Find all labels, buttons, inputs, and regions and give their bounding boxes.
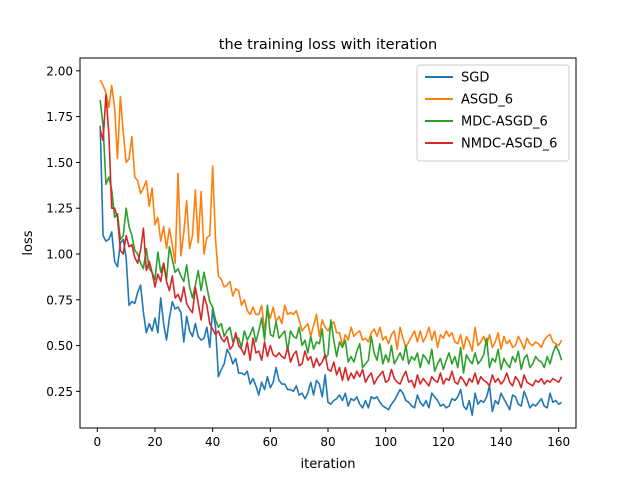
x-tick-label: 0 [93, 435, 101, 449]
x-axis: 0 20 40 60 80 100 120 140 160 [93, 428, 570, 449]
x-tick-label: 40 [205, 435, 220, 449]
y-axis: 0.25 0.50 0.75 1.00 1.25 1.50 1.75 2.00 [46, 64, 80, 399]
series-line-3 [99, 93, 563, 389]
x-tick-label: 100 [374, 435, 397, 449]
y-tick-label: 0.25 [46, 385, 73, 399]
legend-label-0: SGD [461, 71, 489, 86]
y-tick-label: 0.50 [46, 339, 73, 353]
x-tick-label: 120 [432, 435, 455, 449]
y-tick-label: 2.00 [46, 64, 73, 78]
legend: SGD ASGD_6 MDC-ASGD_6 NMDC-ASGD_6 [416, 64, 570, 162]
x-tick-label: 80 [320, 435, 335, 449]
y-tick-label: 1.25 [46, 202, 73, 216]
series-line-2 [99, 100, 563, 374]
chart-title: the training loss with iteration [219, 37, 437, 53]
x-tick-label: 60 [263, 435, 278, 449]
x-tick-label: 140 [490, 435, 513, 449]
legend-box [416, 64, 570, 162]
legend-label-1: ASGD_6 [461, 93, 513, 108]
x-tick-label: 160 [547, 435, 570, 449]
legend-label-2: MDC-ASGD_6 [461, 115, 548, 130]
y-tick-label: 1.75 [46, 110, 73, 124]
x-tick-label: 20 [147, 435, 162, 449]
plot-area [99, 79, 563, 416]
legend-label-3: NMDC-ASGD_6 [461, 137, 557, 152]
x-axis-label: iteration [301, 457, 356, 472]
series-line-0 [99, 125, 563, 416]
y-tick-label: 1.50 [46, 156, 73, 170]
y-tick-label: 1.00 [46, 247, 73, 261]
y-tick-label: 0.75 [46, 293, 73, 307]
y-axis-label: loss [21, 230, 36, 255]
